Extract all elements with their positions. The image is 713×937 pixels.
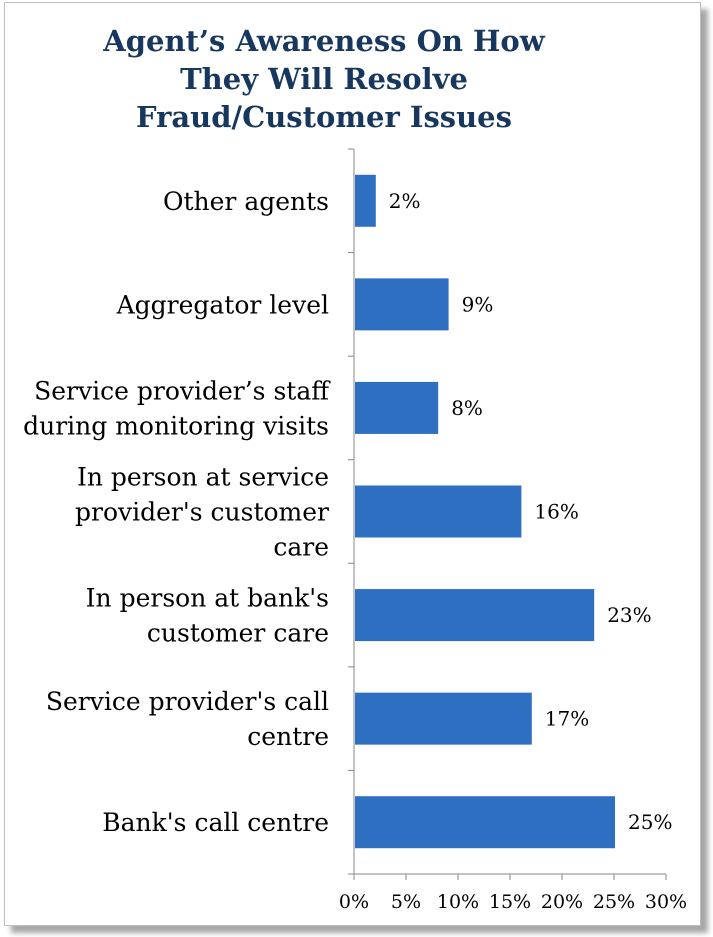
data-label: 8% bbox=[451, 396, 483, 420]
x-tick-label: 5% bbox=[391, 891, 421, 913]
category-label: Aggregator level bbox=[116, 290, 329, 319]
data-label: 9% bbox=[462, 292, 494, 316]
x-tick-label: 25% bbox=[593, 891, 635, 913]
x-tick-label: 15% bbox=[489, 891, 531, 913]
bar bbox=[355, 174, 376, 227]
chart-frame bbox=[4, 2, 701, 926]
chart-axes: 0% 5% 10% 15% 20% 25% 30% bbox=[339, 148, 687, 913]
category-label: Other agents bbox=[163, 187, 329, 216]
x-tick-label: 10% bbox=[437, 891, 479, 913]
x-tick-label: 0% bbox=[339, 891, 369, 913]
category-label: Bank's call centre bbox=[102, 808, 329, 837]
data-label: 2% bbox=[389, 189, 421, 213]
chart-bars bbox=[355, 174, 615, 849]
bar bbox=[355, 485, 522, 538]
category-label: In person at bank's customer care bbox=[86, 584, 329, 648]
data-label: 17% bbox=[545, 707, 589, 731]
bar bbox=[355, 796, 615, 849]
x-tick-label: 30% bbox=[645, 891, 687, 913]
bar bbox=[355, 278, 449, 331]
data-label: 25% bbox=[628, 810, 672, 834]
chart-title: Agent’s Awareness On How They Will Resol… bbox=[103, 24, 545, 134]
x-tick-label: 20% bbox=[541, 891, 583, 913]
category-label: In person at service provider's customer c… bbox=[75, 463, 329, 562]
bar bbox=[355, 381, 439, 434]
bar bbox=[355, 589, 595, 642]
category-label: Service provider's call centre bbox=[46, 687, 329, 751]
bar bbox=[355, 692, 532, 745]
chart-labels: 2% Other agents 9% Aggregator level 8% Servic… bbox=[23, 187, 672, 837]
category-label: Service provider’s staff during monitorin… bbox=[23, 376, 331, 440]
data-label: 23% bbox=[607, 603, 651, 627]
data-label: 16% bbox=[534, 500, 578, 524]
